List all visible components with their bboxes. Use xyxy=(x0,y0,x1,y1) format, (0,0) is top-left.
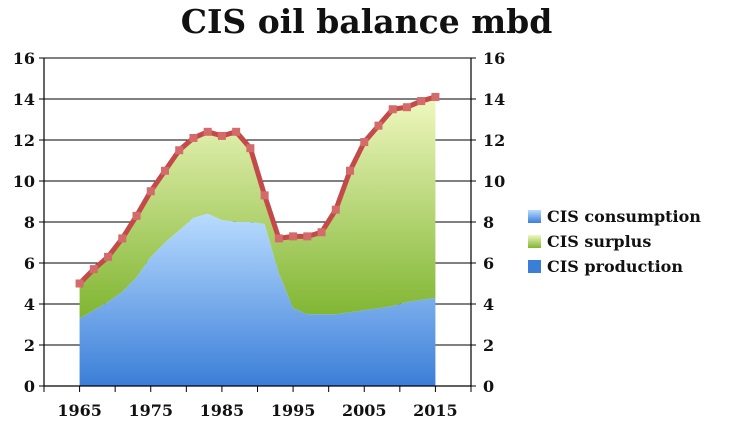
point-cis-production xyxy=(203,127,212,136)
point-cis-production xyxy=(75,279,84,288)
y-tick-left-label: 10 xyxy=(13,172,35,191)
area-cis-consumption xyxy=(79,213,436,386)
point-cis-production xyxy=(331,205,340,214)
point-cis-production xyxy=(402,103,411,112)
point-cis-production xyxy=(160,166,169,175)
x-tick-label: 2015 xyxy=(413,401,458,420)
chart-legend: CIS consumption CIS surplus CIS producti… xyxy=(528,204,701,279)
y-tick-right-label: 4 xyxy=(483,295,494,314)
point-cis-production xyxy=(374,121,383,130)
point-cis-production xyxy=(132,211,141,220)
legend-swatch-surplus xyxy=(528,235,541,248)
legend-swatch-consumption xyxy=(528,210,541,223)
y-tick-left-label: 16 xyxy=(13,49,35,68)
point-cis-production xyxy=(217,131,226,140)
y-tick-left-label: 8 xyxy=(24,213,35,232)
y-tick-left-label: 2 xyxy=(24,336,35,355)
y-tick-right-label: 8 xyxy=(483,213,494,232)
y-tick-right-label: 6 xyxy=(483,254,494,273)
point-cis-production xyxy=(289,232,298,241)
point-cis-production xyxy=(189,133,198,142)
point-cis-production xyxy=(346,166,355,175)
legend-item-consumption: CIS consumption xyxy=(528,204,701,229)
y-tick-right-label: 2 xyxy=(483,336,494,355)
x-tick-label: 1985 xyxy=(200,401,245,420)
y-tick-left-label: 12 xyxy=(13,131,35,150)
y-tick-left-label: 0 xyxy=(24,377,35,396)
x-tick-label: 1975 xyxy=(128,401,173,420)
legend-item-production: CIS production xyxy=(528,254,701,279)
point-cis-production xyxy=(260,191,269,200)
point-cis-production xyxy=(388,105,397,114)
area-cis-surplus xyxy=(79,96,436,319)
point-cis-production xyxy=(118,234,127,243)
legend-label-consumption: CIS consumption xyxy=(547,207,701,226)
point-cis-production xyxy=(104,252,113,261)
x-tick-label: 1965 xyxy=(57,401,102,420)
point-cis-production xyxy=(431,92,440,101)
point-cis-production xyxy=(417,97,426,106)
point-cis-production xyxy=(246,144,255,153)
y-tick-right-label: 12 xyxy=(483,131,505,150)
y-tick-left-label: 14 xyxy=(13,90,35,109)
point-cis-production xyxy=(232,127,241,136)
legend-label-surplus: CIS surplus xyxy=(547,232,652,251)
point-cis-production xyxy=(175,146,184,155)
y-tick-right-label: 16 xyxy=(483,49,505,68)
point-cis-production xyxy=(303,232,312,241)
y-tick-right-label: 14 xyxy=(483,90,505,109)
y-tick-right-label: 0 xyxy=(483,377,494,396)
x-tick-label: 2005 xyxy=(342,401,387,420)
x-tick-label: 1995 xyxy=(271,401,316,420)
point-cis-production xyxy=(89,265,98,274)
legend-label-production: CIS production xyxy=(547,257,683,276)
chart-title: CIS oil balance mbd xyxy=(180,2,553,41)
y-tick-right-label: 10 xyxy=(483,172,505,191)
legend-swatch-production xyxy=(528,260,541,273)
point-cis-production xyxy=(360,138,369,147)
point-cis-production xyxy=(317,228,326,237)
point-cis-production xyxy=(146,187,155,196)
legend-item-surplus: CIS surplus xyxy=(528,229,701,254)
point-cis-production xyxy=(274,234,283,243)
y-tick-left-label: 6 xyxy=(24,254,35,273)
y-tick-left-label: 4 xyxy=(24,295,35,314)
